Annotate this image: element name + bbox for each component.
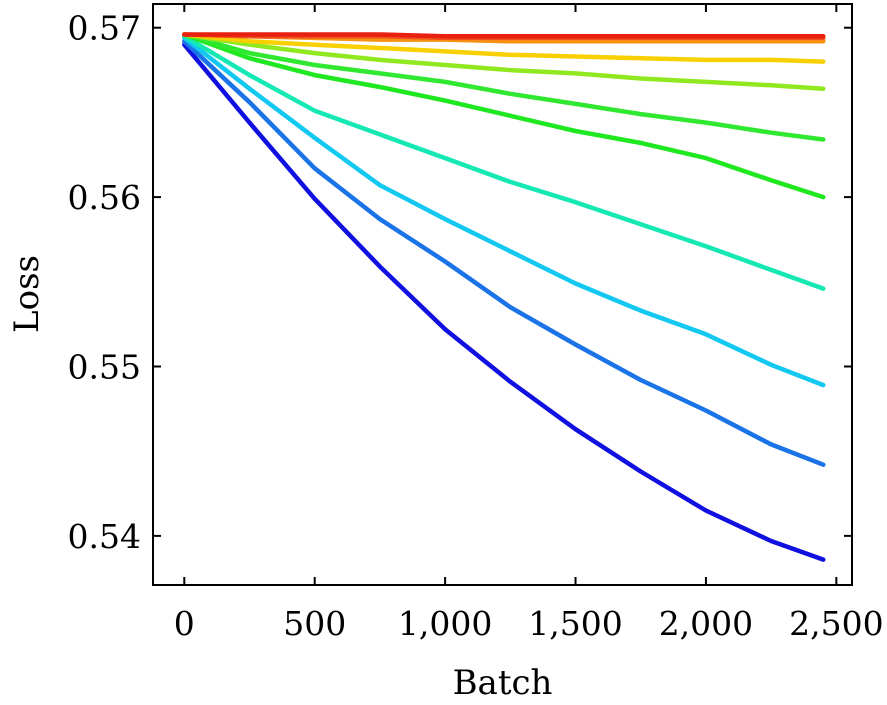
plot-frame bbox=[152, 3, 853, 586]
y-tick-label: 0.54 bbox=[68, 517, 141, 556]
series-line-3 bbox=[182, 35, 826, 388]
x-tick-label: 1,000 bbox=[398, 604, 492, 643]
series-line-11 bbox=[182, 32, 826, 39]
series-line-6 bbox=[182, 32, 826, 142]
y-tick-label: 0.55 bbox=[68, 347, 141, 386]
x-tick-label: 0 bbox=[174, 604, 195, 643]
x-tick-label: 2,500 bbox=[789, 604, 883, 643]
y-axis-title: Loss bbox=[7, 255, 47, 333]
series-line-7 bbox=[182, 32, 826, 91]
x-tick-label: 2,000 bbox=[659, 604, 753, 643]
series-line-2 bbox=[182, 39, 826, 467]
series-line-1 bbox=[182, 42, 826, 562]
y-tick-label: 0.56 bbox=[68, 178, 141, 217]
series-layer bbox=[182, 32, 826, 562]
x-tick-label: 1,500 bbox=[528, 604, 622, 643]
ticks-layer: 0 500 1,000 1,500 2,000 2,500 0.54 0.55 0.56 0.57 bbox=[68, 4, 884, 643]
x-tick-label: 500 bbox=[283, 604, 346, 643]
series-line-8 bbox=[182, 32, 826, 64]
x-axis-title: Batch bbox=[453, 663, 553, 703]
series-line-5 bbox=[182, 32, 826, 200]
y-tick-label: 0.57 bbox=[68, 9, 141, 48]
series-line-4 bbox=[182, 33, 826, 291]
